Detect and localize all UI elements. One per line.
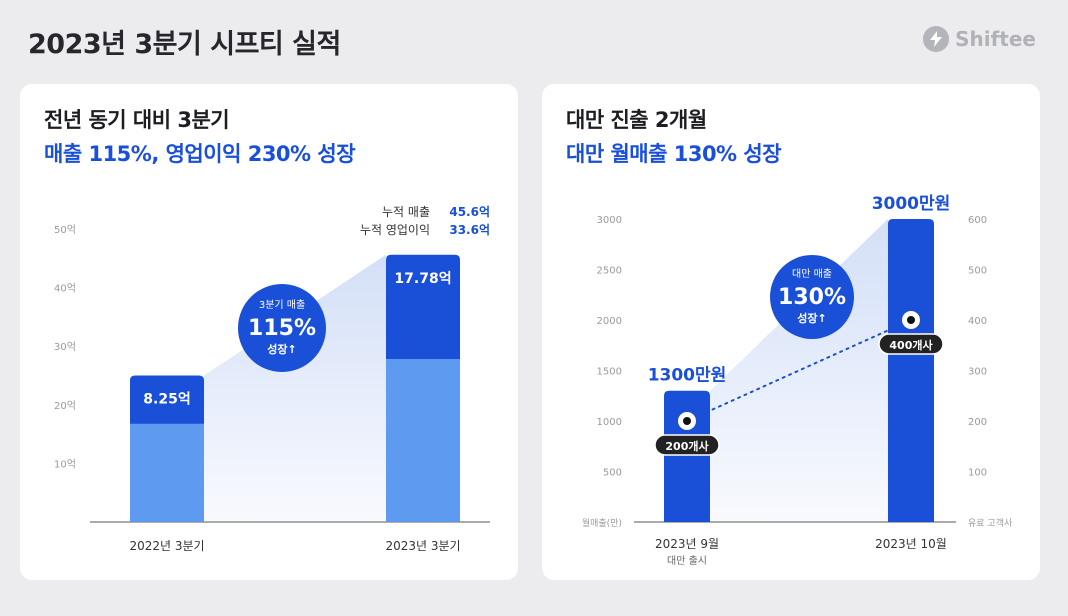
growth-badge bbox=[770, 255, 854, 339]
brand-name: Shiftee bbox=[955, 27, 1036, 51]
y-tick-label: 2000 bbox=[597, 316, 622, 327]
quarterly-revenue-chart: 10억 20억 30억 40억 50억 8.25억 2022년 3분기 17.78억 2023년… bbox=[54, 205, 490, 553]
customer-point-center bbox=[907, 316, 915, 324]
brand-logo: Shiftee bbox=[923, 26, 1036, 52]
customer-label: 400개사 bbox=[889, 338, 933, 352]
y2-tick-label: 100 bbox=[968, 468, 987, 479]
growth-badge-caption: 대만 매출 bbox=[792, 268, 832, 280]
y-tick-label: 500 bbox=[603, 468, 622, 479]
card2-title: 대만 진출 2개월 bbox=[566, 108, 707, 132]
card1-highlight: 매출 115%, 영업이익 230% 성장 bbox=[44, 142, 356, 166]
customer-trend-line bbox=[686, 319, 912, 422]
bar-growth-segment bbox=[386, 254, 460, 359]
customer-pill bbox=[878, 333, 944, 355]
y-axis-label: 월매출(만) bbox=[582, 517, 622, 529]
cumulative-value: 45.6억 bbox=[449, 205, 490, 219]
customer-point-center bbox=[683, 417, 691, 425]
taiwan-revenue-chart: 500 1000 1500 2000 2500 3000 100 200 300 400 500 60… bbox=[582, 194, 1013, 567]
y2-tick-label: 400 bbox=[968, 316, 987, 327]
growth-badge-caption: 3분기 매출 bbox=[259, 299, 305, 311]
y-tick-label: 1000 bbox=[597, 417, 622, 428]
bar-data-label: 8.25억 bbox=[143, 392, 190, 408]
card2-highlight: 대만 월매출 130% 성장 bbox=[566, 142, 782, 166]
x-tick-label: 2023년 3분기 bbox=[385, 539, 460, 553]
y-tick-label: 50억 bbox=[54, 224, 76, 236]
growth-badge-percent: 130% bbox=[778, 285, 846, 310]
x-tick-sublabel: 대만 출시 bbox=[667, 555, 707, 567]
cumulative-label: 누적 매출 bbox=[382, 205, 430, 219]
lightning-bolt-icon bbox=[923, 26, 950, 52]
y2-tick-label: 500 bbox=[968, 266, 987, 277]
y2-tick-label: 200 bbox=[968, 417, 987, 428]
y-tick-label: 20억 bbox=[54, 400, 76, 412]
revenue-growth-card: 전년 동기 대비 3분기 매출 115%, 영업이익 230% 성장 10억 20… bbox=[20, 84, 518, 580]
y-tick-label: 10억 bbox=[54, 458, 76, 470]
y2-tick-label: 600 bbox=[968, 215, 987, 226]
y-tick-label: 2500 bbox=[597, 266, 622, 277]
bar-value-label: 1300만원 bbox=[648, 366, 727, 386]
bar-base-segment bbox=[386, 358, 460, 522]
growth-badge-label: 성장↑ bbox=[267, 342, 296, 356]
bar-growth-segment bbox=[130, 375, 204, 424]
x-tick-label: 2023년 9월 bbox=[655, 537, 719, 551]
y-tick-label: 30억 bbox=[54, 341, 76, 353]
growth-badge-percent: 115% bbox=[248, 316, 316, 341]
revenue-bar bbox=[888, 219, 934, 522]
cumulative-value: 33.6억 bbox=[449, 223, 490, 237]
x-tick-label: 2022년 3분기 bbox=[129, 539, 204, 553]
customer-label: 200개사 bbox=[665, 439, 709, 453]
y-tick-label: 1500 bbox=[597, 367, 622, 378]
growth-badge bbox=[238, 284, 326, 372]
taiwan-growth-card: 대만 진출 2개월 대만 월매출 130% 성장 500 1000 1500 2000… bbox=[542, 84, 1040, 580]
y-tick-label: 3000 bbox=[597, 215, 622, 226]
customer-pill bbox=[654, 434, 720, 456]
bar-base-segment bbox=[130, 423, 204, 522]
y2-axis-label: 유료 고객사 bbox=[968, 518, 1013, 529]
cumulative-label: 누적 영업이익 bbox=[360, 223, 430, 237]
page-title: 2023년 3분기 시프티 실적 bbox=[28, 29, 341, 60]
bar-data-label: 17.78억 bbox=[394, 271, 451, 287]
card1-title: 전년 동기 대비 3분기 bbox=[44, 108, 230, 132]
growth-badge-label: 성장↑ bbox=[797, 311, 826, 325]
revenue-bar bbox=[664, 390, 710, 522]
y-tick-label: 40억 bbox=[54, 283, 76, 295]
growth-area bbox=[204, 254, 386, 522]
bar-value-label: 3000만원 bbox=[872, 194, 951, 214]
x-tick-label: 2023년 10월 bbox=[875, 537, 947, 551]
y2-tick-label: 300 bbox=[968, 367, 987, 378]
